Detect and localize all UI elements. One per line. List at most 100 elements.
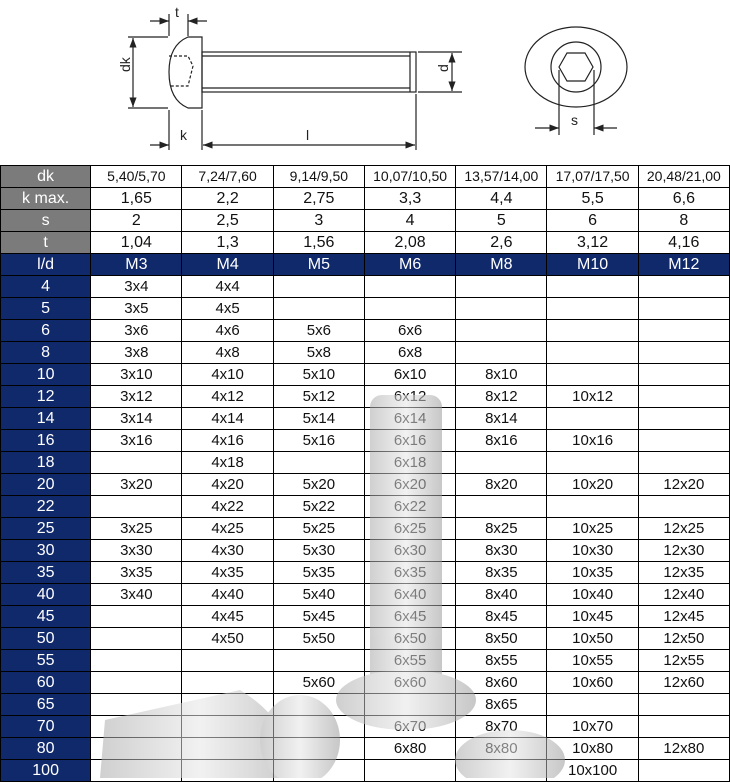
screw-size-table: dk 5,40/5,70 7,24/7,60 9,14/9,50 10,07/10,50… <box>0 165 730 782</box>
spec-value: 5 <box>455 209 548 232</box>
size-cell: 5x22 <box>272 495 365 518</box>
table-row: 4 3x4 4x4 <box>0 275 730 298</box>
size-cell <box>272 649 365 672</box>
size-cell: 5x40 <box>272 583 365 606</box>
size-cell: 6x14 <box>363 407 457 430</box>
size-cell: 4x5 <box>181 297 274 320</box>
size-cell <box>546 495 639 518</box>
size-cell: 6x22 <box>363 495 457 518</box>
size-cell: 10x20 <box>546 473 639 496</box>
spec-value: 7,24/7,60 <box>181 165 274 188</box>
size-header: M10 <box>546 253 639 276</box>
length-label: 16 <box>0 429 92 452</box>
length-label: 10 <box>0 363 92 386</box>
table-row: 65 8x65 <box>0 693 730 716</box>
size-cell: 10x70 <box>546 715 639 738</box>
length-label: 6 <box>0 319 92 342</box>
size-cell <box>637 495 730 518</box>
size-cell: 5x10 <box>272 363 365 386</box>
size-cell: 6x6 <box>363 319 457 342</box>
size-cell: 5x60 <box>272 671 365 694</box>
size-cell: 5x6 <box>272 319 365 342</box>
size-cell: 6x35 <box>363 561 457 584</box>
size-cell: 3x30 <box>90 539 183 562</box>
size-cell <box>637 693 730 716</box>
size-cell: 6x8 <box>363 341 457 364</box>
size-cell: 6x60 <box>363 671 457 694</box>
spec-value: 2,75 <box>272 187 365 210</box>
size-cell <box>363 297 457 320</box>
size-cell <box>637 451 730 474</box>
size-cell: 3x16 <box>90 429 183 452</box>
size-cell: 10x100 <box>546 759 639 782</box>
length-label: 4 <box>0 275 92 298</box>
size-cell: 4x50 <box>181 627 274 650</box>
size-cell <box>637 363 730 386</box>
size-cell <box>90 605 183 628</box>
size-cell <box>181 649 274 672</box>
size-cell <box>546 319 639 342</box>
spec-value: 4,4 <box>455 187 548 210</box>
size-cell <box>546 275 639 298</box>
spec-label: dk <box>0 165 92 188</box>
length-label: 35 <box>0 561 92 584</box>
size-cell <box>90 649 183 672</box>
table-row: 70 6x70 8x70 10x70 <box>0 715 730 738</box>
size-cell: 4x12 <box>181 385 274 408</box>
size-cell <box>272 297 365 320</box>
screw-head-top-view <box>524 26 628 108</box>
size-cell: 10x25 <box>546 517 639 540</box>
size-cell <box>455 319 548 342</box>
size-cell: 12x20 <box>637 473 730 496</box>
size-cell: 8x25 <box>455 517 548 540</box>
table-row: 18 4x18 6x18 <box>0 451 730 474</box>
table-row: 6 3x6 4x6 5x6 6x6 <box>0 319 730 342</box>
spec-label: k max. <box>0 187 92 210</box>
spec-value: 1,56 <box>272 231 365 254</box>
size-cell: 8x20 <box>455 473 548 496</box>
spec-value: 2 <box>90 209 183 232</box>
size-cell: 3x20 <box>90 473 183 496</box>
size-cell: 6x12 <box>363 385 457 408</box>
size-cell: 6x25 <box>363 517 457 540</box>
size-cell: 6x70 <box>363 715 457 738</box>
table-row: 12 3x12 4x12 5x12 6x12 8x12 10x12 <box>0 385 730 408</box>
table-row: 14 3x14 4x14 5x14 6x14 8x14 <box>0 407 730 430</box>
size-cell <box>455 297 548 320</box>
size-cell: 4x30 <box>181 539 274 562</box>
size-cell: 8x70 <box>455 715 548 738</box>
size-header: M3 <box>90 253 183 276</box>
size-cell: 8x40 <box>455 583 548 606</box>
size-cell: 3x6 <box>90 319 183 342</box>
table-row: 5 3x5 4x5 <box>0 297 730 320</box>
size-cell: 4x40 <box>181 583 274 606</box>
length-label: 100 <box>0 759 92 782</box>
size-cell: 4x18 <box>181 451 274 474</box>
spec-value: 9,14/9,50 <box>272 165 365 188</box>
spec-label: s <box>0 209 92 232</box>
size-cell <box>90 671 183 694</box>
length-label: 25 <box>0 517 92 540</box>
size-cell <box>455 341 548 364</box>
size-cell: 8x12 <box>455 385 548 408</box>
length-label: 8 <box>0 341 92 364</box>
length-label: 80 <box>0 737 92 760</box>
size-cell: 6x45 <box>363 605 457 628</box>
table-row: 55 6x55 8x55 10x55 12x55 <box>0 649 730 672</box>
spec-value: 17,07/17,50 <box>546 165 639 188</box>
size-cell <box>637 429 730 452</box>
spec-value: 2,6 <box>455 231 548 254</box>
size-cell <box>90 451 183 474</box>
size-cell: 5x25 <box>272 517 365 540</box>
length-label: 12 <box>0 385 92 408</box>
size-cell: 6x30 <box>363 539 457 562</box>
table-row: 22 4x22 5x22 6x22 <box>0 495 730 518</box>
size-cell: 4x22 <box>181 495 274 518</box>
size-cell <box>546 297 639 320</box>
spec-row: dk 5,40/5,70 7,24/7,60 9,14/9,50 10,07/10,50… <box>0 165 730 188</box>
size-cell <box>637 297 730 320</box>
size-cell: 6x80 <box>363 737 457 760</box>
size-cell <box>272 715 365 738</box>
size-cell <box>546 363 639 386</box>
size-cell: 6x18 <box>363 451 457 474</box>
